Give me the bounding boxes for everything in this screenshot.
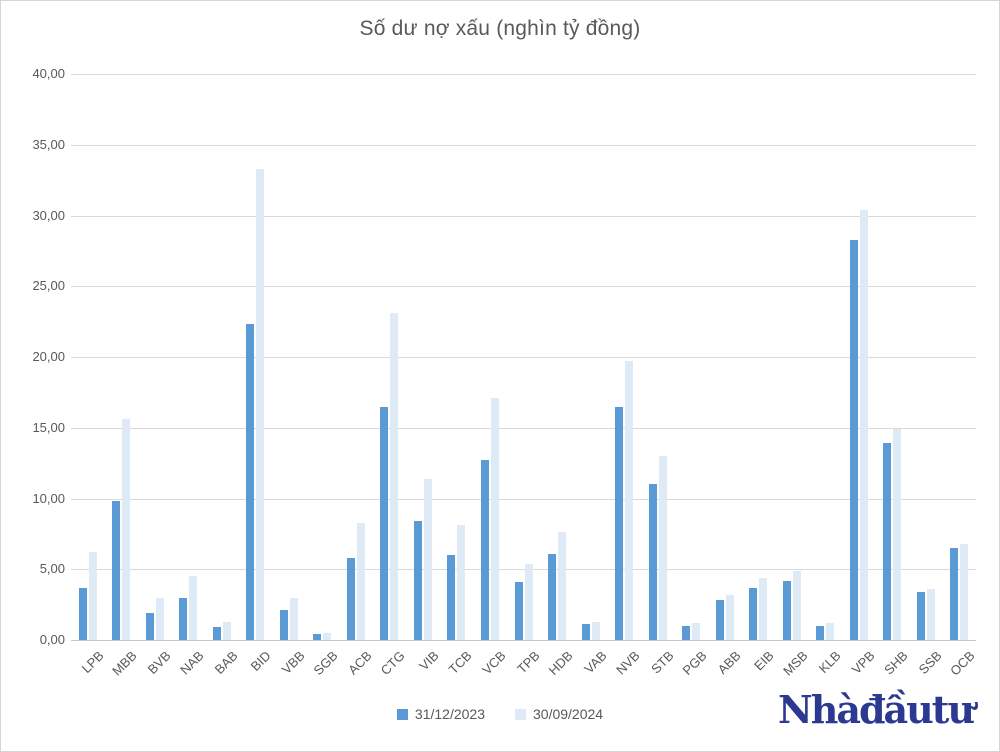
y-tick-label: 30,00 — [32, 207, 65, 223]
y-tick-label: 20,00 — [32, 349, 65, 364]
y-tick-label: 35,00 — [32, 136, 65, 152]
gridline-30 — [71, 215, 976, 217]
bar-VAB-30/09/2024 — [591, 621, 600, 640]
bar-MSB-30/09/2024 — [792, 570, 801, 640]
bar-VIB-31/12/2023 — [413, 521, 422, 640]
bar-ACB-30/09/2024 — [356, 522, 365, 640]
bar-BVB-30/09/2024 — [155, 597, 164, 640]
bar-SGB-31/12/2023 — [313, 634, 322, 640]
bar-EIB-31/12/2023 — [749, 587, 758, 640]
bar-VPB-31/12/2023 — [849, 239, 858, 640]
bar-PGB-31/12/2023 — [682, 625, 691, 640]
bar-VBB-31/12/2023 — [279, 610, 288, 640]
bar-VAB-31/12/2023 — [581, 624, 590, 640]
legend-swatch — [396, 708, 408, 720]
gridline-20 — [71, 357, 976, 358]
bar-KLB-30/09/2024 — [826, 623, 835, 640]
bar-MBB-30/09/2024 — [122, 419, 131, 640]
legend-label: 30/09/2024 — [533, 706, 604, 722]
plot-area — [71, 74, 976, 641]
bar-PGB-30/09/2024 — [692, 623, 701, 640]
bar-SSB-30/09/2024 — [926, 589, 935, 640]
bar-BVB-31/12/2023 — [145, 613, 154, 640]
gridline-35 — [71, 144, 976, 146]
bar-BAB-31/12/2023 — [212, 627, 221, 640]
bar-NAB-31/12/2023 — [179, 597, 188, 640]
legend-swatch — [515, 708, 526, 720]
bar-LPB-31/12/2023 — [78, 587, 87, 640]
bar-VCB-30/09/2024 — [490, 398, 499, 640]
bar-TPB-31/12/2023 — [514, 582, 523, 640]
bar-HDB-30/09/2024 — [558, 532, 567, 640]
bar-SSB-31/12/2023 — [916, 591, 925, 640]
bar-STB-31/12/2023 — [648, 484, 657, 640]
bar-VCB-31/12/2023 — [480, 460, 489, 640]
y-tick-label: 40,00 — [32, 66, 65, 81]
bar-MBB-31/12/2023 — [112, 501, 121, 640]
bar-BID-31/12/2023 — [246, 324, 255, 640]
gridline-15 — [71, 427, 976, 429]
bar-SHB-31/12/2023 — [883, 443, 892, 640]
y-tick-label: 0,00 — [39, 632, 65, 647]
legend: 31/12/2023 30/09/2024 — [1, 706, 999, 722]
bar-TCB-31/12/2023 — [447, 555, 456, 640]
bar-CTG-30/09/2024 — [390, 313, 399, 640]
bar-CTG-31/12/2023 — [380, 406, 389, 640]
bar-OCB-31/12/2023 — [950, 548, 959, 640]
bar-NVB-31/12/2023 — [615, 406, 624, 640]
bar-ACB-31/12/2023 — [346, 557, 355, 640]
gridline-0 — [71, 640, 976, 641]
gridline-40 — [71, 74, 976, 75]
bar-NVB-30/09/2024 — [625, 361, 634, 640]
y-tick-label: 10,00 — [32, 490, 65, 506]
legend-item-31/12/2023: 31/12/2023 — [396, 706, 485, 722]
bar-TCB-30/09/2024 — [457, 525, 466, 640]
gridline-5 — [71, 569, 976, 571]
chart-title: Số dư nợ xấu (nghìn tỷ đồng) — [359, 17, 641, 40]
bar-VPB-30/09/2024 — [859, 209, 868, 640]
y-tick-label: 25,00 — [32, 278, 65, 294]
bar-SHB-30/09/2024 — [893, 429, 902, 640]
gridline-25 — [71, 286, 976, 288]
bar-ABB-31/12/2023 — [715, 600, 724, 640]
bar-SGB-30/09/2024 — [323, 632, 332, 640]
bar-EIB-30/09/2024 — [759, 577, 768, 640]
bar-NAB-30/09/2024 — [189, 576, 198, 640]
bar-BAB-30/09/2024 — [222, 621, 231, 640]
bar-MSB-31/12/2023 — [782, 580, 791, 640]
bar-KLB-31/12/2023 — [816, 625, 825, 640]
watermark-logo: Nhàđầutư — [778, 687, 975, 732]
legend-item-30/09/2024: 30/09/2024 — [515, 706, 603, 722]
bar-LPB-30/09/2024 — [88, 552, 97, 640]
bar-VBB-30/09/2024 — [289, 597, 298, 640]
bar-VIB-30/09/2024 — [423, 478, 432, 640]
y-tick-label: 15,00 — [32, 419, 65, 435]
bar-OCB-30/09/2024 — [960, 543, 969, 640]
bar-HDB-31/12/2023 — [548, 553, 557, 640]
legend-label: 31/12/2023 — [414, 706, 485, 722]
bar-STB-30/09/2024 — [658, 456, 667, 640]
gridline-10 — [71, 498, 976, 500]
bar-TPB-30/09/2024 — [524, 563, 533, 640]
y-tick-label: 5,00 — [39, 561, 65, 577]
bar-BID-30/09/2024 — [256, 168, 265, 640]
bar-ABB-30/09/2024 — [725, 594, 734, 640]
